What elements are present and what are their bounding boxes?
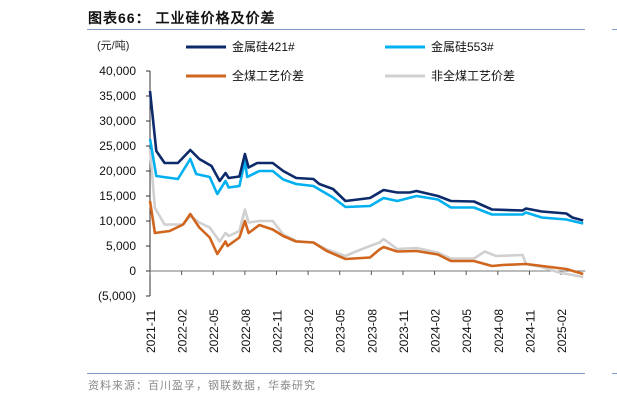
x-tick-label: 2024-11 — [523, 310, 537, 353]
x-tick-label: 2021-11 — [144, 310, 158, 353]
x-tick-label: 2023-08 — [365, 309, 379, 353]
adjacent-chart-divider-bottom — [612, 373, 617, 374]
y-tick-label: 40,000 — [99, 64, 136, 78]
y-tick-label: 30,000 — [99, 114, 136, 128]
x-tick-label: 2022-05 — [207, 309, 221, 353]
y-tick-label: (5,000) — [98, 289, 136, 303]
y-tick-label: 25,000 — [99, 139, 136, 153]
source-note: 资料来源：百川盈孚，钢联数据，华泰研究 — [88, 380, 316, 392]
y-tick-label: 5,000 — [106, 239, 136, 253]
y-axis-unit: (元/吨) — [97, 39, 129, 52]
y-tick-label: 0 — [129, 264, 136, 278]
series-line-1 — [148, 138, 584, 225]
x-axis: 2021-11 2022-02 2022-05 2022-08 2022-11 2023-… — [144, 270, 586, 353]
chart-title: 图表66： 工业硅价格及价差 — [88, 10, 276, 26]
legend-label: 全煤工艺价差 — [232, 68, 304, 83]
source-divider — [87, 373, 585, 374]
series-line-0 — [148, 90, 584, 222]
x-tick-label: 2023-02 — [302, 309, 316, 353]
y-tick-label: 10,000 — [99, 214, 136, 228]
series-line-2 — [148, 200, 584, 276]
x-tick-label: 2024-02 — [429, 309, 443, 353]
x-tick-label: 2023-05 — [334, 309, 348, 353]
x-tick-label: 2023-11 — [397, 310, 411, 353]
legend: 金属硅421# 金属硅553# 全煤工艺价差 非全煤工艺价差 — [186, 39, 515, 83]
legend-label: 非全煤工艺价差 — [431, 68, 515, 83]
legend-label: 金属硅553# — [431, 39, 494, 54]
x-tick-label: 2022-02 — [176, 309, 190, 353]
x-tick-label: 2024-05 — [460, 309, 474, 353]
title-divider — [87, 29, 585, 30]
y-tick-label: 15,000 — [99, 189, 136, 203]
y-axis: (5,000) 0 5,000 10,000 15,000 20,000 25,000 30,… — [98, 64, 151, 303]
x-tick-label: 2022-11 — [270, 310, 284, 353]
y-tick-label: 35,000 — [99, 89, 136, 103]
x-tick-label: 2025-02 — [555, 309, 569, 353]
x-tick-label: 2022-08 — [239, 309, 253, 353]
x-tick-label: 2024-08 — [492, 309, 506, 353]
series-lines — [148, 90, 584, 279]
adjacent-chart-divider — [612, 29, 617, 30]
legend-label: 金属硅421# — [232, 39, 295, 54]
y-tick-label: 20,000 — [99, 164, 136, 178]
